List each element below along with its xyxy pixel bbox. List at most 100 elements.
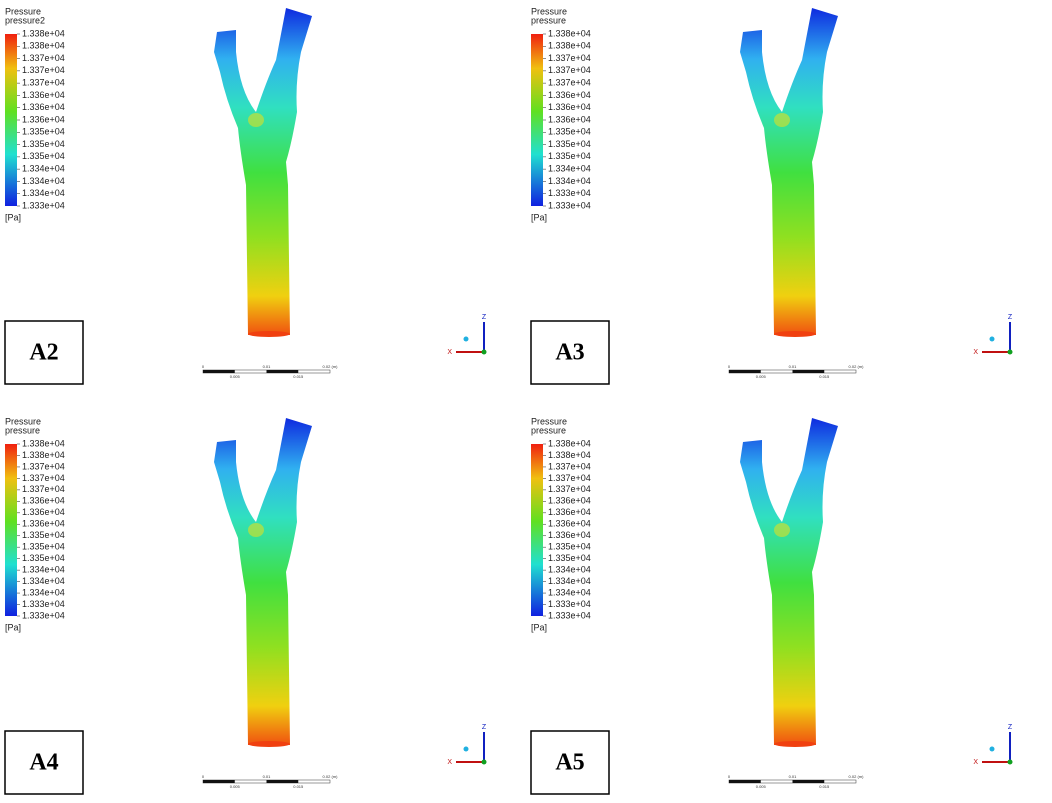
colorbar-label: 1.335e+04	[548, 127, 591, 137]
scale-label: 0.01	[263, 774, 272, 779]
axis-label-x: X	[447, 349, 452, 356]
colorbar-label: 1.334e+04	[22, 176, 65, 186]
colorbar-label: 1.336e+04	[22, 496, 65, 506]
vessel-outlet	[774, 741, 816, 747]
axis-y-marker	[463, 336, 469, 342]
scale-label: 0	[202, 364, 205, 369]
scale-label: 0.02 (m)	[323, 774, 339, 779]
colorbar-label: 1.337e+04	[548, 461, 591, 471]
colorbar-label: 1.338e+04	[22, 450, 65, 460]
scale-label: 0.01	[263, 364, 272, 369]
legend-variable: pressure	[5, 425, 40, 435]
scale-bar-segment	[203, 370, 235, 373]
colorbar-label: 1.336e+04	[548, 114, 591, 124]
label-box	[4, 730, 84, 795]
colorbar-label: 1.333e+04	[22, 610, 65, 620]
vessel-outlet	[248, 741, 290, 747]
colorbar-label: 1.333e+04	[22, 200, 65, 210]
colorbar	[531, 444, 543, 616]
scale-bar-segment	[729, 370, 761, 373]
legend-title: Pressure	[5, 416, 41, 426]
legend-variable: pressure	[531, 15, 566, 25]
scale-label: 0.005	[756, 374, 767, 379]
scale-bar-segment	[203, 780, 235, 783]
axis-y-marker	[989, 746, 995, 752]
colorbar	[5, 34, 17, 206]
axis-label-x: X	[973, 759, 978, 766]
scale-label: 0.01	[789, 774, 798, 779]
legend-variable: pressure	[531, 425, 566, 435]
vessel-outlet	[248, 331, 290, 337]
scale-bar-segment	[266, 780, 299, 783]
colorbar-label: 1.338e+04	[548, 28, 591, 38]
legend-title: Pressure	[5, 6, 41, 16]
colorbar-label: 1.336e+04	[22, 90, 65, 100]
scale-label: 0	[202, 774, 205, 779]
colorbar-label: 1.337e+04	[22, 461, 65, 471]
colorbar-label: 1.334e+04	[22, 576, 65, 586]
colorbar-label: 1.338e+04	[22, 41, 65, 51]
colorbar-label: 1.337e+04	[548, 78, 591, 88]
panel: Pressurepressure1.338e+041.338e+041.337e…	[530, 416, 1013, 795]
axis-label-x: X	[973, 349, 978, 356]
colorbar-label: 1.335e+04	[22, 151, 65, 161]
colorbar-label: 1.333e+04	[22, 599, 65, 609]
colorbar-label: 1.335e+04	[22, 553, 65, 563]
scale-label: 0.015	[293, 374, 304, 379]
axis-label-z: Z	[482, 314, 487, 321]
colorbar-label: 1.337e+04	[22, 473, 65, 483]
colorbar-label: 1.337e+04	[22, 53, 65, 63]
colorbar-label: 1.335e+04	[548, 139, 591, 149]
legend-title: Pressure	[531, 416, 567, 426]
colorbar-label: 1.336e+04	[548, 102, 591, 112]
colorbar-label: 1.334e+04	[548, 576, 591, 586]
colorbar-label: 1.333e+04	[548, 599, 591, 609]
label-box	[530, 320, 610, 385]
bifurcation-hotspot	[774, 523, 790, 537]
colorbar-label: 1.337e+04	[22, 484, 65, 494]
colorbar-label: 1.335e+04	[22, 139, 65, 149]
bifurcation-hotspot	[248, 523, 264, 537]
scale-label: 0.02 (m)	[849, 774, 865, 779]
scale-bar-segment	[729, 780, 761, 783]
scale-bar-segment	[792, 370, 825, 373]
legend-variable: pressure2	[5, 15, 45, 25]
scale-label: 0	[728, 364, 731, 369]
colorbar-label: 1.338e+04	[22, 28, 65, 38]
panel-label: A4	[29, 750, 58, 776]
colorbar-label: 1.336e+04	[22, 114, 65, 124]
bifurcation-hotspot	[774, 113, 790, 127]
colorbar-label: 1.334e+04	[22, 587, 65, 597]
scale-label: 0.015	[819, 374, 830, 379]
axis-label-z: Z	[1008, 724, 1013, 731]
label-box	[4, 320, 84, 385]
label-box	[530, 730, 610, 795]
scale-label: 0.005	[230, 374, 241, 379]
colorbar-label: 1.336e+04	[22, 519, 65, 529]
colorbar-label: 1.334e+04	[548, 164, 591, 174]
panel: Pressurepressure1.338e+041.338e+041.337e…	[4, 416, 487, 795]
axis-origin	[1007, 759, 1013, 765]
vessel	[214, 418, 312, 745]
scale-label: 0.02 (m)	[849, 364, 865, 369]
scale-label: 0.015	[293, 784, 304, 789]
scale-label: 0.01	[789, 364, 798, 369]
colorbar-label: 1.337e+04	[548, 484, 591, 494]
colorbar-label: 1.335e+04	[22, 530, 65, 540]
colorbar-label: 1.336e+04	[548, 507, 591, 517]
scale-bar-segment	[792, 780, 825, 783]
colorbar-label: 1.334e+04	[548, 587, 591, 597]
colorbar-label: 1.337e+04	[548, 473, 591, 483]
scale-label: 0.005	[230, 784, 241, 789]
colorbar-label: 1.334e+04	[22, 565, 65, 575]
axis-origin	[481, 759, 487, 765]
colorbar-label: 1.336e+04	[548, 519, 591, 529]
colorbar-label: 1.334e+04	[548, 176, 591, 186]
colorbar-label: 1.338e+04	[548, 450, 591, 460]
legend-unit: [Pa]	[5, 622, 21, 632]
legend-unit: [Pa]	[531, 212, 547, 222]
colorbar	[531, 34, 543, 206]
scale-label: 0.005	[756, 784, 767, 789]
